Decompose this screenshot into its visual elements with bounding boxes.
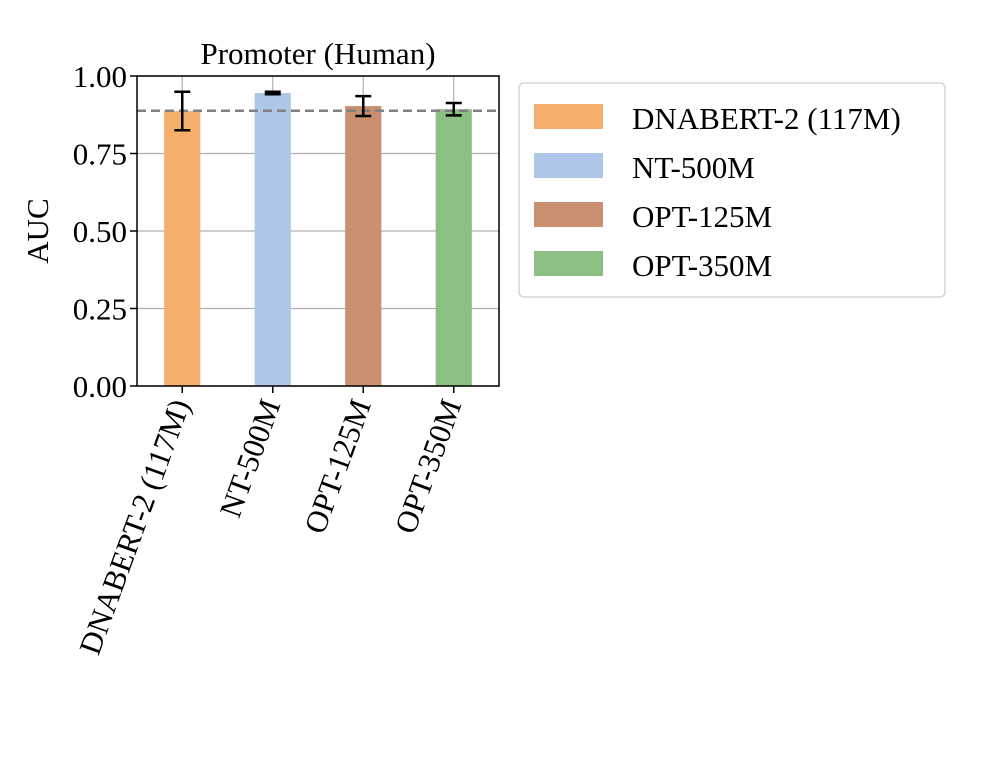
- legend-item-nt-500m: NT-500M: [534, 150, 755, 185]
- bars: [164, 93, 472, 387]
- chart-title: Promoter (Human): [200, 36, 435, 71]
- legend-item-opt-350m: OPT-350M: [534, 248, 772, 283]
- y-tick-label: 0.75: [73, 137, 127, 172]
- x-tick-label-dnabert-2-117m: DNABERT-2 (117M): [72, 394, 197, 659]
- legend-item-dnabert-2-117m: DNABERT-2 (117M): [534, 101, 901, 136]
- error-bars: [174, 90, 462, 132]
- x-tick-label-nt-500m: NT-500M: [212, 394, 287, 521]
- legend-swatch: [534, 251, 603, 276]
- y-tick-label: 0.50: [73, 214, 127, 249]
- legend-label: NT-500M: [632, 150, 755, 185]
- legend: DNABERT-2 (117M) NT-500M OPT-125M OPT-350M: [518, 82, 946, 298]
- y-tick-label: 0.25: [73, 292, 127, 327]
- legend-box: [518, 82, 946, 298]
- y-tick-label: 1.00: [73, 59, 127, 94]
- error-bar-dnabert-2-117m: [174, 90, 191, 132]
- y-ticks: 0.00 0.25 0.50 0.75 1.00: [73, 59, 137, 404]
- y-tick-label: 0.00: [73, 369, 127, 404]
- error-bar-nt-500m: [264, 90, 281, 96]
- legend-label: DNABERT-2 (117M): [632, 101, 901, 136]
- bar-nt-500m: [254, 93, 291, 387]
- legend-label: OPT-125M: [632, 199, 772, 234]
- bar-opt-125m: [345, 106, 382, 386]
- error-bar-opt-350m: [445, 101, 462, 117]
- bar-opt-350m: [435, 109, 472, 387]
- legend-item-opt-125m: OPT-125M: [534, 199, 772, 234]
- legend-swatch: [534, 153, 603, 178]
- error-bar-opt-125m: [355, 94, 372, 118]
- x-tick-label-opt-125m: OPT-125M: [297, 394, 378, 538]
- bar-dnabert-2-117m: [164, 111, 201, 386]
- x-tick-label-opt-350m: OPT-350M: [388, 394, 469, 538]
- x-ticks: DNABERT-2 (117M) NT-500M OPT-125M OPT-350M: [72, 386, 468, 659]
- legend-swatch: [534, 104, 603, 129]
- legend-swatch: [534, 202, 603, 227]
- y-axis-label: AUC: [20, 198, 55, 263]
- legend-label: OPT-350M: [632, 248, 772, 283]
